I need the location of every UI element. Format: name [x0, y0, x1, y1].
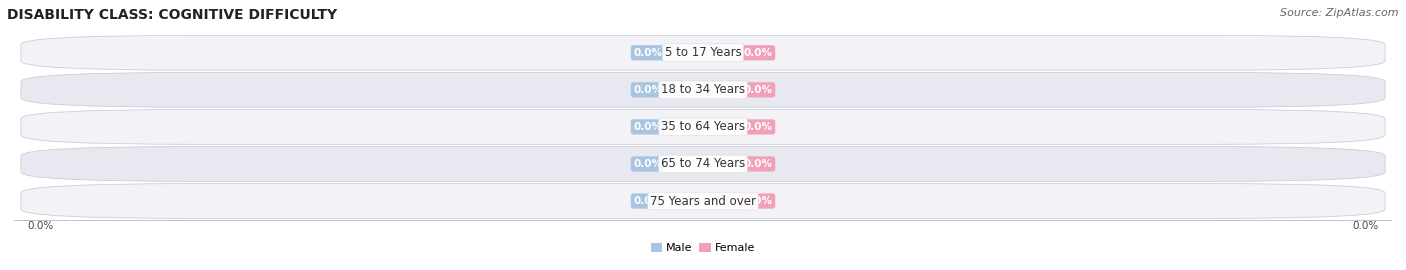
FancyBboxPatch shape: [21, 72, 1385, 107]
Text: 0.0%: 0.0%: [633, 196, 662, 206]
Text: 0.0%: 0.0%: [633, 122, 662, 132]
Text: 0.0%: 0.0%: [744, 159, 773, 169]
Text: 0.0%: 0.0%: [744, 196, 773, 206]
Text: 0.0%: 0.0%: [28, 221, 53, 231]
Text: 65 to 74 Years: 65 to 74 Years: [661, 157, 745, 170]
Text: 0.0%: 0.0%: [744, 122, 773, 132]
Text: 35 to 64 Years: 35 to 64 Years: [661, 120, 745, 133]
Text: 0.0%: 0.0%: [633, 85, 662, 95]
FancyBboxPatch shape: [21, 35, 1385, 70]
Text: DISABILITY CLASS: COGNITIVE DIFFICULTY: DISABILITY CLASS: COGNITIVE DIFFICULTY: [7, 8, 337, 22]
Text: 0.0%: 0.0%: [744, 48, 773, 58]
Legend: Male, Female: Male, Female: [647, 238, 759, 257]
FancyBboxPatch shape: [21, 109, 1385, 144]
FancyBboxPatch shape: [21, 184, 1385, 218]
Text: Source: ZipAtlas.com: Source: ZipAtlas.com: [1281, 8, 1399, 18]
Text: 5 to 17 Years: 5 to 17 Years: [665, 46, 741, 59]
Text: 75 Years and over: 75 Years and over: [650, 194, 756, 208]
Text: 18 to 34 Years: 18 to 34 Years: [661, 83, 745, 96]
Text: 0.0%: 0.0%: [633, 159, 662, 169]
Text: 0.0%: 0.0%: [633, 48, 662, 58]
Text: 0.0%: 0.0%: [744, 85, 773, 95]
FancyBboxPatch shape: [21, 147, 1385, 181]
Text: 0.0%: 0.0%: [1353, 221, 1378, 231]
